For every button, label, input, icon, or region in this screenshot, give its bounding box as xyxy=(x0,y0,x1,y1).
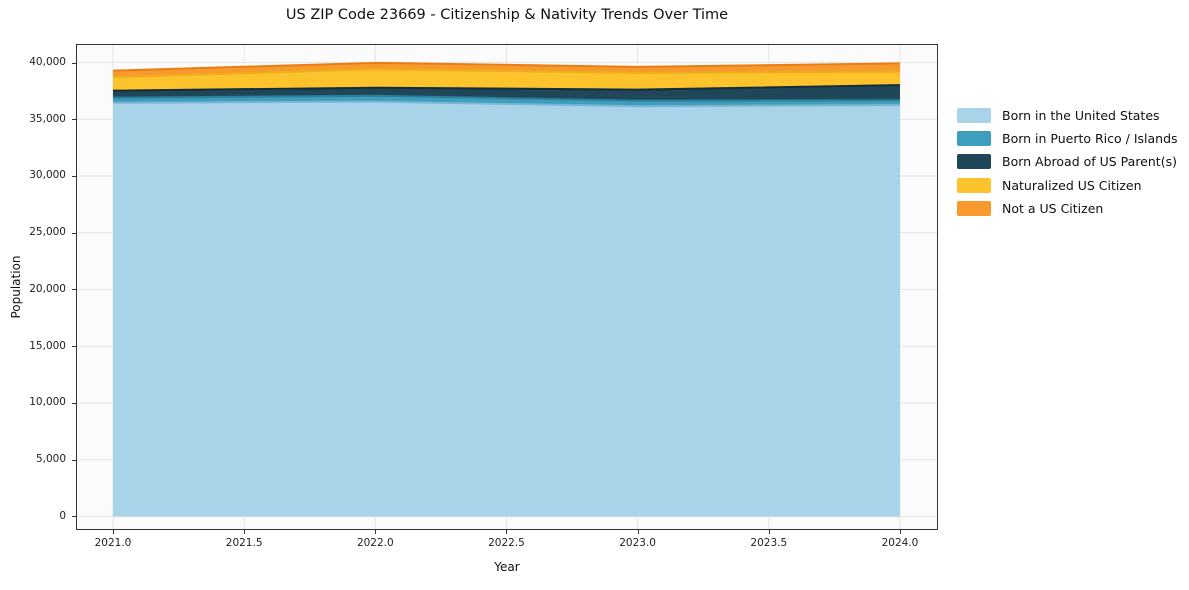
y-tick-label: 25,000 xyxy=(29,226,66,239)
y-axis-title: Population xyxy=(9,255,23,319)
y-tick-mark xyxy=(72,175,76,177)
legend-item: Born Abroad of US Parent(s) xyxy=(957,150,1178,173)
area-band xyxy=(112,69,900,91)
legend-swatch xyxy=(957,200,991,216)
y-tick-mark xyxy=(72,459,76,461)
x-tick-mark xyxy=(506,530,508,534)
y-tick-label: 15,000 xyxy=(29,339,66,352)
x-tick-mark xyxy=(375,530,377,534)
y-tick-label: 20,000 xyxy=(29,282,66,295)
y-tick-label: 35,000 xyxy=(29,112,66,125)
y-tick-label: 40,000 xyxy=(29,56,66,68)
legend-label: Born in Puerto Rico / Islands xyxy=(1002,131,1178,147)
x-tick-mark xyxy=(112,530,114,534)
legend-item: Born in the United States xyxy=(957,104,1178,127)
x-tick-mark xyxy=(637,530,639,534)
y-tick-mark xyxy=(72,346,76,348)
x-tick-label: 2023.5 xyxy=(750,537,788,549)
y-tick-label: 5,000 xyxy=(35,453,66,466)
legend-swatch xyxy=(957,177,991,193)
y-tick-mark xyxy=(72,62,76,64)
legend-swatch xyxy=(957,108,991,124)
area-band-edge xyxy=(112,100,900,108)
y-tick-mark xyxy=(72,402,76,404)
area-band-edge xyxy=(112,68,900,79)
legend-swatch xyxy=(957,131,991,147)
legend-label: Born Abroad of US Parent(s) xyxy=(1002,154,1177,170)
x-axis-title: Year xyxy=(494,560,520,574)
x-tick-mark xyxy=(768,530,770,534)
area-band xyxy=(112,101,900,517)
x-tick-mark xyxy=(899,530,901,534)
chart-title: US ZIP Code 23669 - Citizenship & Nativi… xyxy=(285,7,729,23)
y-tick-mark xyxy=(72,516,76,518)
legend-item: Born in Puerto Rico / Islands xyxy=(957,127,1178,150)
x-tick-label: 2023.0 xyxy=(619,537,656,549)
plot-area xyxy=(76,44,938,530)
y-tick-mark xyxy=(72,232,76,234)
area-band-edge xyxy=(112,94,900,102)
stacked-area-canvas xyxy=(76,44,938,530)
y-tick-label: 30,000 xyxy=(29,169,66,182)
legend-label: Born in the United States xyxy=(1002,108,1160,124)
legend-swatch xyxy=(957,154,991,170)
y-tick-label: 10,000 xyxy=(29,396,66,409)
x-tick-label: 2022.5 xyxy=(488,537,525,549)
y-tick-label: 0 xyxy=(59,509,66,522)
legend-item: Not a US Citizen xyxy=(957,197,1178,220)
x-tick-label: 2022.0 xyxy=(356,537,394,549)
area-band-edge xyxy=(112,61,900,72)
x-tick-label: 2021.0 xyxy=(94,537,132,549)
legend: Born in the United States Born in Puerto … xyxy=(957,104,1178,220)
y-tick-mark xyxy=(72,119,76,121)
legend-label: Not a US Citizen xyxy=(1002,200,1104,216)
legend-item: Naturalized US Citizen xyxy=(957,174,1178,197)
x-tick-label: 2021.5 xyxy=(225,537,263,549)
legend-label: Naturalized US Citizen xyxy=(1002,177,1142,193)
area-band xyxy=(112,95,900,107)
x-tick-mark xyxy=(244,530,246,534)
area-band-edge xyxy=(112,84,900,92)
x-tick-label: 2024.0 xyxy=(881,537,919,549)
y-tick-mark xyxy=(72,289,76,291)
plot-border xyxy=(76,44,938,530)
